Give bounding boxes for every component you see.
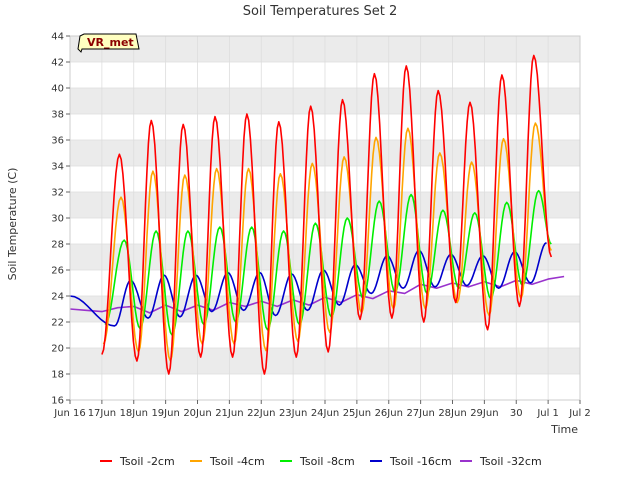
y-tick-label: 38 — [51, 110, 64, 121]
x-axis-label: Time — [550, 423, 578, 436]
y-tick-label: 36 — [51, 136, 64, 147]
x-tick-label: 22Jun — [247, 408, 275, 419]
x-axis-ticks: Jun 16 17Jun 18Jun 19Jun 20Jun 21Jun 22Jun 23Ju… — [53, 400, 591, 419]
legend-label: Tsoil -16cm — [389, 455, 452, 468]
chart-title: Soil Temperatures Set 2 — [243, 4, 398, 19]
x-tick-label: 19Jun — [151, 408, 179, 419]
y-tick-label: 18 — [51, 370, 64, 381]
legend-item: Tsoil -16cm — [370, 455, 452, 468]
y-tick-label: 32 — [51, 188, 64, 199]
x-tick-label: 28Jun — [438, 408, 466, 419]
y-tick-label: 30 — [51, 214, 64, 225]
x-tick-label: 30 — [510, 408, 523, 419]
y-tick-label: 22 — [51, 318, 64, 329]
y-axis-ticks: 16 18 20 22 24 26 28 30 32 34 36 38 40 42 44 — [51, 32, 70, 407]
legend: Tsoil -2cm Tsoil -4cm Tsoil -8cm Tsoil -16c… — [100, 455, 542, 468]
y-tick-label: 40 — [51, 84, 64, 95]
x-tick-label: 17Jun — [88, 408, 116, 419]
legend-label: Tsoil -32cm — [479, 455, 542, 468]
series-line-tsoil2cm — [101, 54, 553, 375]
y-axis-label: Soil Temperature (C) — [6, 168, 19, 281]
x-tick-label: 29Jun — [470, 408, 498, 419]
y-tick-label: 16 — [51, 396, 64, 407]
x-tick-label: 20Jun — [183, 408, 211, 419]
series-layer — [69, 54, 565, 375]
badge-label: VR_met — [87, 36, 134, 49]
legend-label: Tsoil -4cm — [209, 455, 265, 468]
x-tick-label: 18Jun — [120, 408, 148, 419]
y-tick-label: 34 — [51, 162, 64, 173]
legend-label: Tsoil -2cm — [119, 455, 175, 468]
x-tick-label: 27Jun — [406, 408, 434, 419]
legend-item: Tsoil -8cm — [280, 455, 355, 468]
x-tick-label: Jul 2 — [568, 408, 591, 419]
x-tick-label: 24Jun — [311, 408, 339, 419]
station-badge: VR_met — [77, 33, 140, 53]
x-tick-label: 23Jun — [279, 408, 307, 419]
x-tick-label: 21Jun — [215, 408, 243, 419]
y-tick-label: 20 — [51, 344, 64, 355]
x-tick-label: Jun 16 — [53, 408, 86, 419]
legend-item: Tsoil -2cm — [100, 455, 175, 468]
y-tick-label: 28 — [51, 240, 64, 251]
y-tick-label: 44 — [51, 32, 64, 43]
x-tick-label: Jul 1 — [536, 408, 559, 419]
legend-item: Tsoil -4cm — [190, 455, 265, 468]
badge-box — [77, 33, 140, 53]
y-tick-label: 24 — [51, 292, 64, 303]
y-tick-label: 42 — [51, 58, 64, 69]
legend-item: Tsoil -32cm — [460, 455, 542, 468]
x-tick-label: 26Jun — [375, 408, 403, 419]
x-tick-label: 25Jun — [343, 408, 371, 419]
legend-label: Tsoil -8cm — [299, 455, 355, 468]
y-tick-label: 26 — [51, 266, 64, 277]
